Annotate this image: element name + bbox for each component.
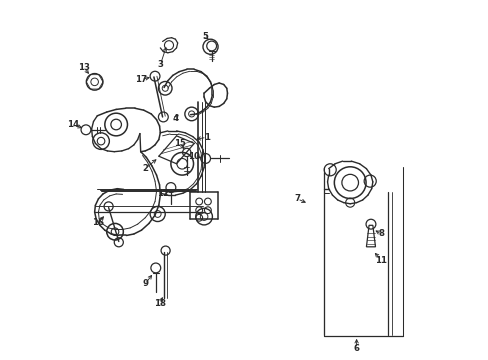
- Text: 8: 8: [378, 229, 384, 238]
- Text: 18: 18: [153, 299, 165, 308]
- Text: 5: 5: [202, 32, 208, 41]
- Text: 6: 6: [353, 344, 359, 353]
- Text: 1: 1: [203, 133, 209, 142]
- Text: 9: 9: [142, 279, 148, 288]
- Text: 15: 15: [174, 139, 186, 148]
- Text: 3: 3: [157, 60, 163, 69]
- Text: 4: 4: [172, 114, 178, 123]
- Text: 17: 17: [135, 75, 147, 84]
- Text: 16: 16: [92, 218, 104, 227]
- Text: 12: 12: [157, 189, 169, 198]
- Text: 2: 2: [142, 164, 148, 173]
- Text: 7: 7: [294, 194, 300, 203]
- Text: 11: 11: [375, 256, 386, 265]
- Text: 14: 14: [67, 120, 80, 129]
- Text: 13: 13: [78, 63, 90, 72]
- Text: 10: 10: [188, 152, 200, 161]
